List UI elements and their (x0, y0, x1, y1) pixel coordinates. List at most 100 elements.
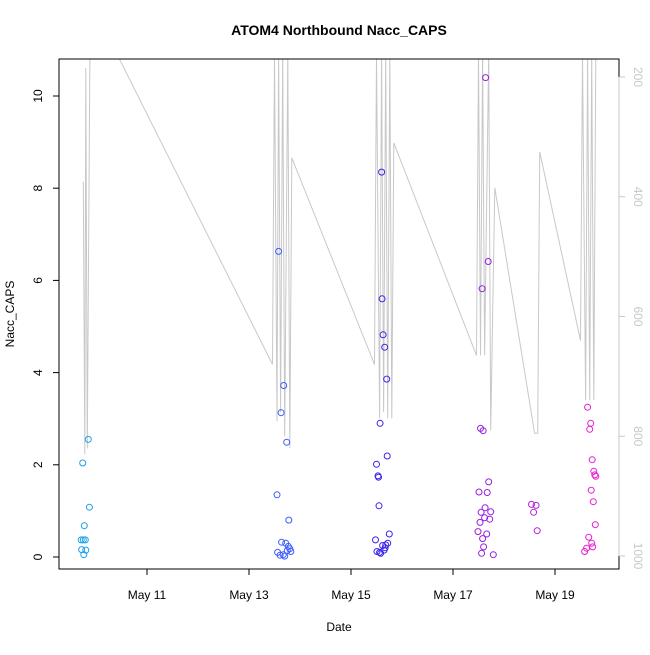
y2-tick-label: 600 (631, 306, 645, 326)
data-point (476, 518, 484, 526)
data-point (373, 460, 380, 468)
data-point (588, 539, 596, 547)
data-point (588, 456, 596, 464)
data-point (280, 382, 288, 389)
chart-title: ATOM4 Northbound Nacc_CAPS (231, 22, 447, 38)
data-point (375, 473, 382, 481)
data-point (477, 508, 485, 516)
data-point (80, 551, 88, 559)
data-point (385, 530, 393, 538)
secondary-line (82, 59, 597, 455)
data-point (589, 498, 597, 506)
y2-tick-label: 1000 (631, 543, 645, 570)
data-point (85, 503, 93, 511)
data-point (586, 425, 594, 433)
data-point (481, 514, 489, 522)
data-point (378, 168, 386, 176)
data-point (276, 551, 284, 559)
secondary-line-layer (82, 59, 597, 455)
y-tick-label: 4 (31, 369, 45, 376)
data-point (591, 471, 599, 479)
y-axis: 0 2 4 6 8 10 (31, 89, 59, 560)
data-point (275, 247, 283, 255)
data-point (479, 535, 487, 543)
data-point (287, 548, 295, 555)
data-point (82, 546, 90, 554)
data-point (478, 285, 486, 293)
x-tick-label: May 15 (331, 588, 371, 602)
data-point (80, 522, 88, 530)
data-point (481, 504, 489, 512)
y-axis-label: Nacc_CAPS (3, 281, 17, 348)
series-6 (581, 403, 600, 555)
y-tick-label: 10 (31, 89, 45, 103)
data-point (485, 478, 493, 486)
y-tick-label: 0 (31, 553, 45, 560)
y2-tick-label: 400 (631, 187, 645, 207)
data-point (285, 516, 293, 524)
data-point (489, 551, 497, 559)
data-point (587, 486, 595, 494)
data-point (532, 501, 540, 509)
data-point (589, 543, 597, 551)
y-tick-label: 8 (31, 185, 45, 192)
data-point (479, 427, 487, 435)
series-3 (372, 168, 393, 557)
data-point (584, 403, 592, 411)
x-tick-label: May 17 (433, 588, 473, 602)
series-2 (273, 247, 295, 560)
data-point (278, 538, 286, 546)
data-point (480, 543, 488, 551)
data-point (77, 536, 85, 544)
data-point (486, 515, 494, 523)
data-point (382, 541, 390, 549)
data-point (591, 521, 599, 529)
scatter-points-layer (77, 74, 600, 560)
data-point (383, 452, 391, 460)
data-point (474, 528, 482, 536)
data-point (375, 502, 383, 510)
data-point (384, 539, 392, 547)
data-point (84, 435, 92, 443)
data-point (487, 508, 495, 516)
data-point (483, 489, 491, 496)
data-point (273, 491, 281, 499)
series-1 (77, 435, 93, 559)
data-point (79, 459, 87, 467)
y2-tick-label: 200 (631, 67, 645, 87)
data-point (376, 419, 384, 427)
data-point (475, 488, 483, 496)
data-point (378, 295, 386, 303)
data-point (379, 331, 387, 339)
data-point (483, 530, 491, 538)
data-point (372, 536, 379, 544)
data-point (281, 552, 289, 560)
x-axis: May 11 May 13 May 15 May 17 May 19 (128, 569, 575, 602)
x-tick-label: May 13 (229, 588, 269, 602)
data-point (585, 533, 593, 541)
data-point (587, 419, 595, 427)
data-point (482, 74, 490, 82)
data-point (277, 409, 285, 417)
plot-frame (58, 58, 620, 570)
secondary-y-axis: 200 400 600 800 1000 (618, 67, 645, 570)
data-point (530, 508, 538, 516)
data-point (381, 343, 389, 351)
series-5 (528, 500, 541, 535)
y2-tick-label: 800 (631, 426, 645, 446)
data-point (283, 438, 291, 446)
data-point (81, 536, 89, 544)
data-point (279, 551, 287, 559)
data-point (79, 536, 87, 544)
x-tick-label: May 19 (535, 588, 575, 602)
data-point (528, 500, 535, 508)
x-tick-label: May 11 (128, 588, 167, 602)
data-point (592, 472, 600, 480)
x-axis-label: Date (326, 620, 352, 634)
data-point (478, 549, 486, 557)
y-tick-label: 6 (31, 277, 45, 284)
data-point (533, 527, 541, 535)
series-4 (474, 74, 497, 559)
data-point (484, 258, 492, 265)
